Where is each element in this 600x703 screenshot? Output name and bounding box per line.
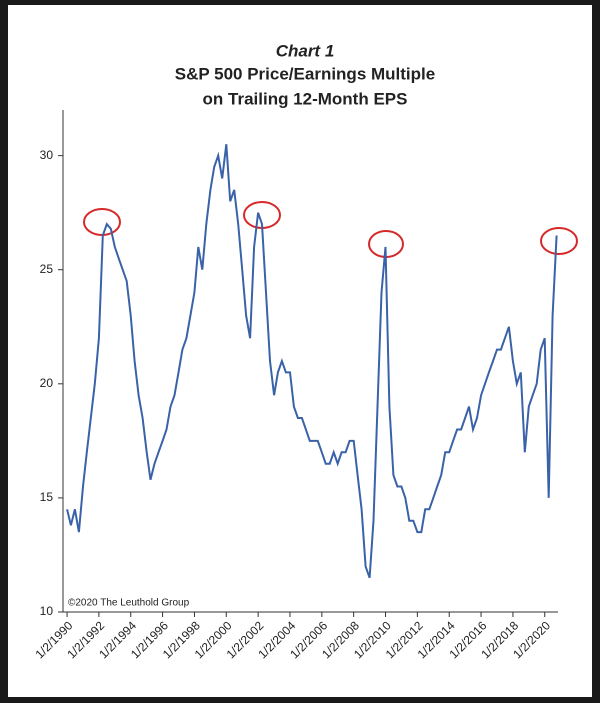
y-tick-label: 15 <box>40 490 54 504</box>
chart-subtitle: on Trailing 12-Month EPS <box>203 89 408 108</box>
chart-subtitle: S&P 500 Price/Earnings Multiple <box>175 64 435 83</box>
y-tick-label: 30 <box>40 148 54 162</box>
chart-title: Chart 1 <box>276 41 335 60</box>
copyright: ©2020 The Leuthold Group <box>68 598 190 609</box>
y-tick-label: 10 <box>40 604 54 618</box>
chart-background <box>8 5 592 697</box>
y-tick-label: 20 <box>40 376 54 390</box>
highlight-circle <box>540 227 578 255</box>
y-tick-label: 25 <box>40 262 54 276</box>
line-series <box>66 144 558 579</box>
